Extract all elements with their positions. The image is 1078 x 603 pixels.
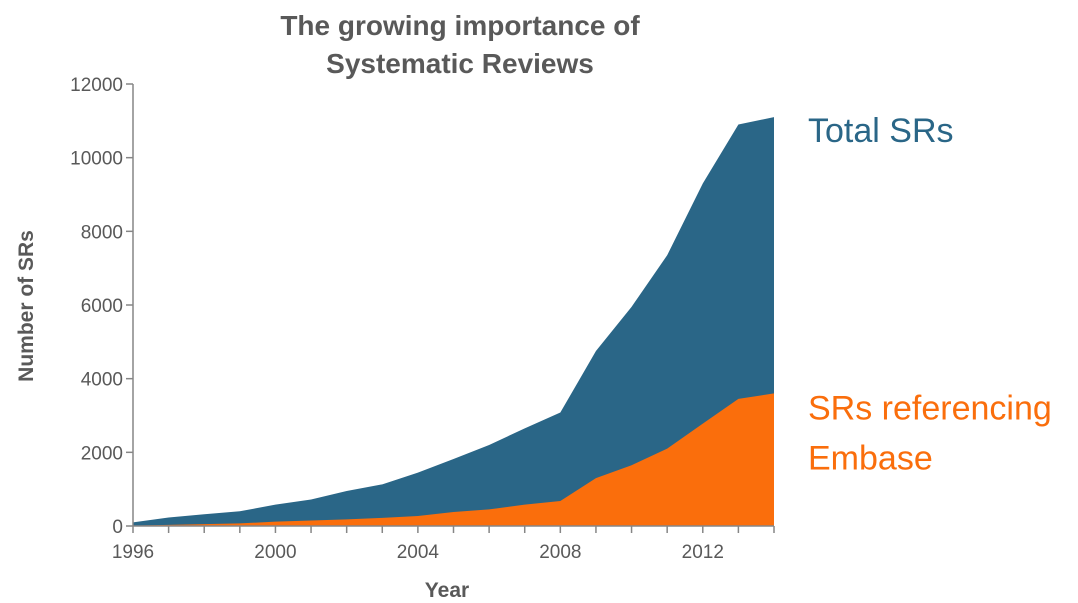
y-tick-label: 6000	[81, 296, 123, 317]
series-labels: Total SRs SRs referencing Embase	[808, 112, 1052, 477]
x-tick-label: 2004	[397, 542, 440, 563]
x-tick-label: 1996	[112, 542, 154, 563]
y-tick-label: 0	[112, 517, 123, 538]
x-tick-label: 2000	[254, 542, 296, 563]
axes: 0 2000 4000 6000 8000 10000 12000 1996 2000 2004 2…	[70, 75, 775, 563]
chart-title-line-2: Systematic Reviews	[326, 48, 594, 79]
series-label-1: Embase	[808, 439, 933, 477]
x-tick-label: 2012	[682, 542, 724, 563]
y-tick-label: 12000	[70, 75, 123, 96]
area-series-1	[133, 393, 774, 526]
area-series-0	[133, 117, 774, 527]
y-tick-label: 10000	[70, 149, 123, 170]
y-axis-title: Number of SRs	[15, 230, 38, 382]
plot-area	[133, 117, 774, 527]
chart-title-line-1: The growing importance of	[280, 10, 640, 41]
y-tick-label: 8000	[81, 222, 123, 243]
series-label-0: Total SRs	[808, 112, 954, 150]
y-tick-label: 2000	[81, 443, 123, 464]
x-tick-label: 2008	[539, 542, 581, 563]
y-tick-label: 4000	[81, 370, 123, 391]
series-label-1: SRs referencing	[808, 389, 1052, 427]
x-axis-title: Year	[425, 579, 469, 602]
